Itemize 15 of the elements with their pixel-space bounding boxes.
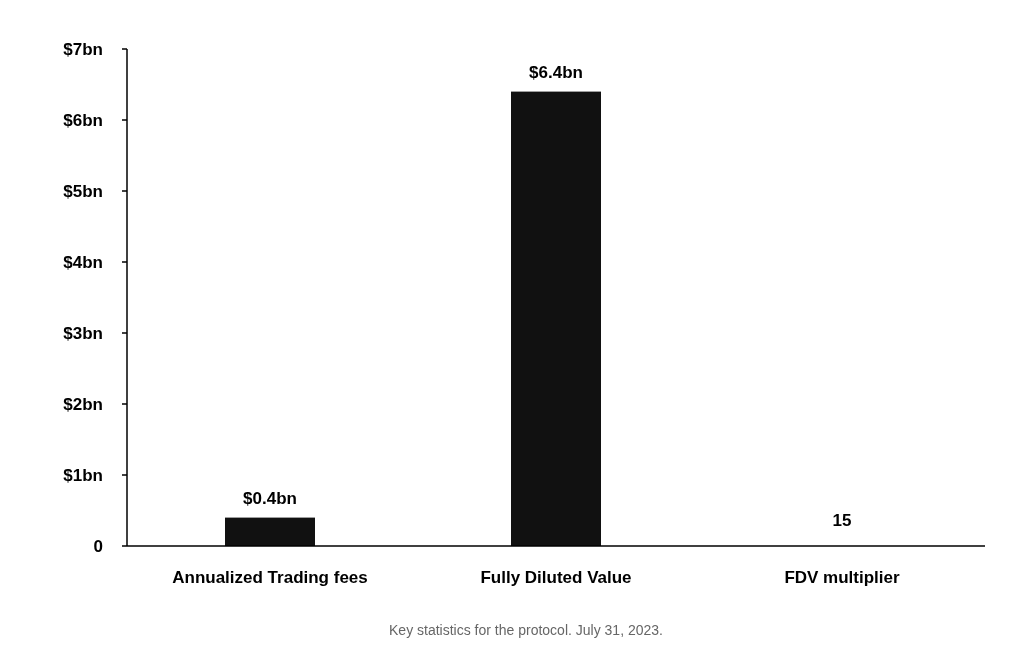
- data-label: $6.4bn: [529, 62, 583, 82]
- text: 15: [832, 511, 852, 530]
- y-tick-label: $3bn: [63, 323, 103, 343]
- y-tick-label: $2bn: [63, 394, 103, 414]
- y-tick-label: $6bn: [63, 110, 103, 130]
- x-tick-label: Annualized Trading fees: [172, 568, 368, 587]
- y-tick-label: $7bn: [63, 39, 103, 59]
- y-tick-label: 0: [93, 536, 103, 556]
- text: Key statistics for the protocol. July 31, 2023.: [389, 622, 663, 638]
- data-label: $0.4bn: [243, 488, 297, 508]
- y-tick-label: $5bn: [63, 181, 103, 201]
- x-tick-label: Fully Diluted Value: [480, 568, 632, 587]
- x-tick-label: FDV multiplier: [784, 568, 900, 587]
- y-tick-label: $1bn: [63, 465, 103, 485]
- y-tick-label: $4bn: [63, 252, 103, 272]
